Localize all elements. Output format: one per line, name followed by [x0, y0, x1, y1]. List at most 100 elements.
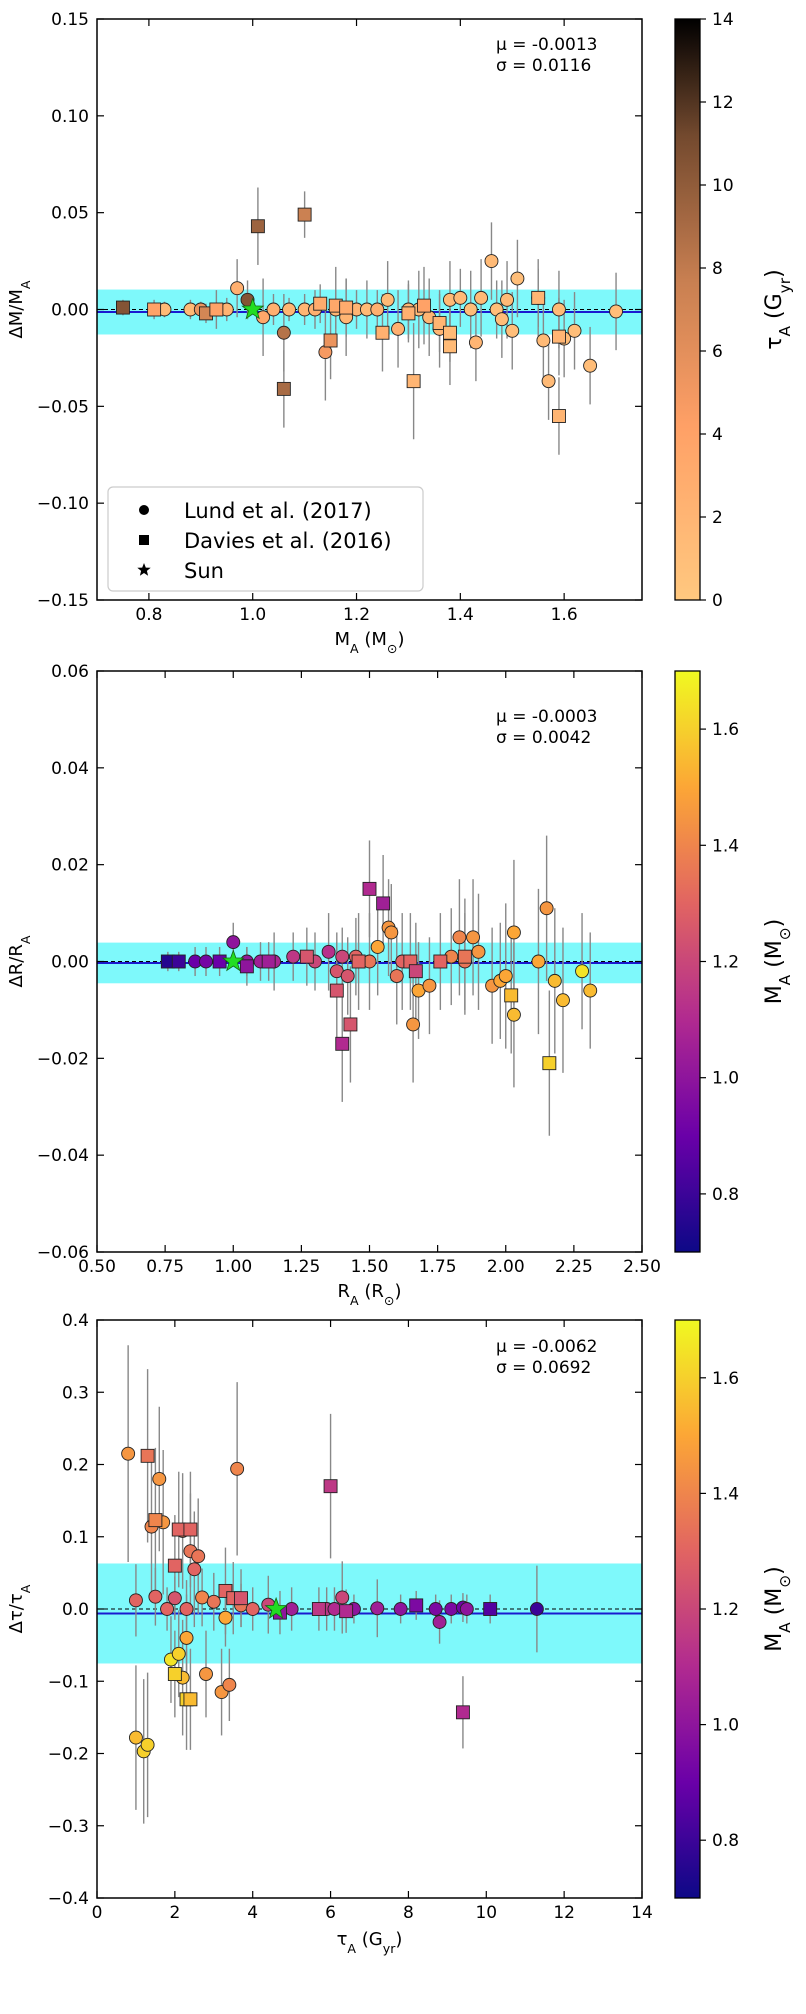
point-davies	[148, 1513, 163, 1528]
colorbar-tick-label: 1.6	[712, 1369, 739, 1389]
point-lund	[468, 335, 483, 350]
point-davies	[457, 949, 472, 964]
point-davies	[351, 954, 366, 969]
point-lund	[506, 925, 521, 940]
x-tick-label: 8	[403, 1903, 414, 1923]
x-tick-label: 14	[631, 1903, 653, 1923]
colorbar-tick-label: 1.2	[712, 953, 739, 973]
colorbar-tick-label: 1.2	[712, 1600, 739, 1620]
point-davies	[311, 1602, 326, 1616]
y-axis-label: ΔR/RA	[6, 935, 33, 987]
point-davies	[250, 219, 265, 234]
point-davies	[167, 1558, 182, 1573]
legend-label: Lund et al. (2017)	[184, 499, 372, 523]
point-davies	[299, 949, 314, 964]
point-lund	[500, 292, 514, 307]
panel-age: 0 2 4 6 8 10 12 14 −0.4 −0.3 −0.2 −0.1 0.0 0.1 0.2 0.3 0…	[6, 1311, 794, 1956]
colorbar-label: MA (M⊙)	[762, 919, 794, 1005]
x-tick-label: 0	[92, 1903, 103, 1923]
legend-circle-icon	[139, 505, 149, 515]
point-lund	[282, 302, 296, 317]
plot-area	[97, 187, 642, 455]
point-davies	[409, 1598, 424, 1613]
y-tick-label: −0.2	[48, 1745, 89, 1765]
point-davies	[504, 988, 519, 1003]
colorbar-tick-label: 8	[712, 259, 723, 279]
point-davies	[433, 954, 448, 969]
point-davies	[234, 1591, 248, 1606]
point-lund	[370, 940, 385, 954]
point-lund	[444, 1602, 459, 1616]
y-tick-label: −0.15	[37, 591, 89, 611]
point-lund	[179, 1630, 194, 1645]
point-lund	[245, 1602, 260, 1616]
point-davies	[323, 1479, 338, 1494]
y-tick-label: −0.06	[37, 1243, 89, 1263]
point-lund	[380, 292, 395, 307]
point-lund	[286, 949, 301, 964]
point-lund	[370, 302, 385, 317]
point-davies	[335, 1036, 350, 1051]
colorbar-gradient	[674, 670, 701, 1253]
x-tick-label: 1.75	[419, 1257, 457, 1277]
point-davies	[376, 896, 391, 911]
point-lund	[510, 271, 525, 286]
point-davies	[183, 1692, 198, 1707]
point-lund	[327, 1602, 342, 1616]
point-lund	[195, 1590, 210, 1605]
point-davies	[339, 1604, 354, 1619]
point-davies	[443, 339, 457, 354]
point-davies	[362, 881, 377, 896]
point-lund	[128, 1730, 143, 1745]
point-lund	[187, 1562, 202, 1577]
point-lund	[384, 925, 399, 940]
stat-mu: μ = -0.0003	[496, 707, 598, 727]
x-tick-label: 4	[247, 1903, 258, 1923]
y-tick-label: 0.04	[51, 759, 89, 779]
x-tick-label: 1.25	[282, 1257, 320, 1277]
point-davies	[329, 983, 344, 998]
point-davies	[406, 374, 421, 389]
legend-box	[107, 486, 424, 592]
point-lund	[506, 1007, 521, 1022]
colorbar: 0.8 1.0 1.2 1.4 1.6 MA (M⊙)	[674, 670, 794, 1253]
y-tick-label: 0.1	[62, 1528, 89, 1548]
colorbar-tick-label: 1.6	[712, 720, 739, 740]
colorbar-tick-label: 1.4	[712, 1484, 739, 1504]
point-lund	[121, 1446, 136, 1461]
point-davies	[313, 296, 328, 311]
x-tick-label: 1.2	[343, 605, 370, 625]
point-lund	[541, 374, 556, 389]
stat-sigma: σ = 0.0042	[496, 728, 591, 748]
point-lund	[199, 1667, 213, 1681]
colorbar-label: MA (M⊙)	[762, 1566, 794, 1652]
panel-radius: 0.50 0.75 1.00 1.25 1.50 1.75 2.00 2.25 2.50 −0.0…	[6, 662, 794, 1308]
point-lund	[466, 930, 480, 945]
point-davies	[432, 316, 447, 331]
point-lund	[453, 290, 468, 305]
point-lund	[575, 964, 589, 979]
x-tick-label: 0.50	[78, 1257, 116, 1277]
y-tick-label: 0.10	[51, 107, 89, 127]
point-davies	[408, 964, 423, 979]
y-tick-label: 0.0	[62, 1600, 89, 1620]
point-sun	[221, 949, 245, 972]
colorbar-tick-label: 1.0	[712, 1069, 739, 1089]
colorbar-tick-label: 10	[712, 176, 734, 196]
point-davies	[483, 1602, 498, 1616]
x-tick-label: 1.6	[551, 605, 578, 625]
point-lund	[266, 302, 281, 317]
point-lund	[340, 969, 355, 983]
point-davies	[401, 306, 416, 321]
colorbar-tick-label: 0.8	[712, 1831, 739, 1851]
point-lund	[199, 954, 213, 969]
y-tick-label: −0.10	[37, 494, 89, 514]
point-lund	[474, 290, 489, 305]
point-lund	[494, 312, 509, 327]
y-tick-label: 0.06	[51, 662, 89, 682]
point-lund	[222, 1677, 237, 1692]
y-tick-label: −0.02	[37, 1049, 89, 1069]
point-lund	[547, 973, 562, 988]
stat-sigma: σ = 0.0692	[496, 1358, 591, 1378]
